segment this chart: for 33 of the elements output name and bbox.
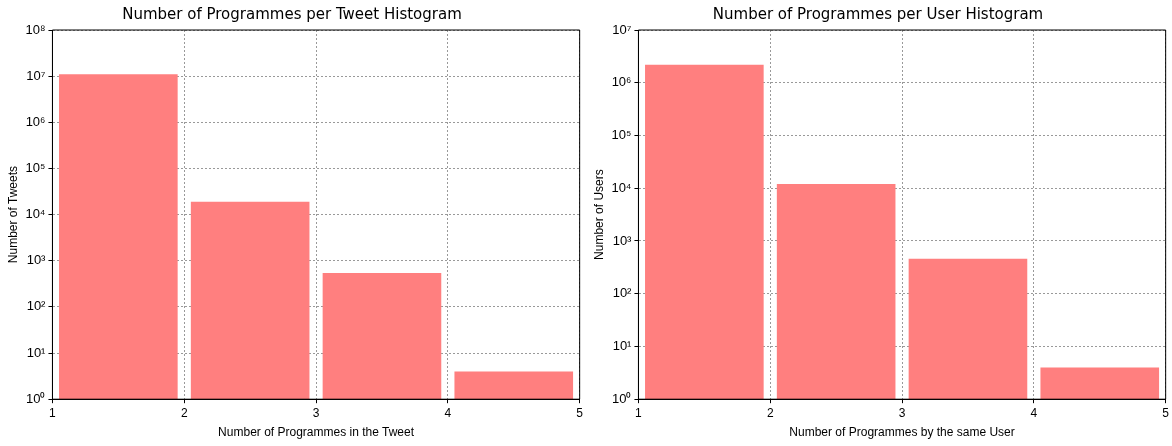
x-tick-label: 4 bbox=[444, 405, 452, 420]
y-tick-label: 10⁷ bbox=[612, 21, 632, 37]
y-tick-label: 10³ bbox=[26, 252, 47, 268]
y-axis-title: Number of Tweets bbox=[5, 166, 20, 264]
y-tick-label: 10² bbox=[612, 285, 633, 301]
x-tick-label: 3 bbox=[898, 405, 906, 420]
y-tick-label: 10⁰ bbox=[25, 390, 46, 406]
y-tick-label: 10¹ bbox=[26, 344, 47, 360]
chart-title: Number of Programmes per Tweet Histogram bbox=[122, 4, 462, 23]
x-tick-label: 1 bbox=[635, 405, 643, 420]
y-axis-title: Number of Users bbox=[591, 169, 606, 260]
x-tick-label: 5 bbox=[1162, 405, 1170, 420]
y-tick-label: 10⁰ bbox=[611, 390, 632, 406]
y-tick-label: 10⁷ bbox=[26, 67, 46, 83]
x-tick-label: 1 bbox=[49, 405, 57, 420]
y-tick-label: 10³ bbox=[612, 232, 633, 248]
y-tick-label: 10¹ bbox=[612, 338, 633, 354]
x-tick-label: 3 bbox=[312, 405, 320, 420]
chart-title: Number of Programmes per User Histogram bbox=[712, 4, 1044, 23]
y-tick-label: 10⁶ bbox=[25, 113, 46, 129]
y-tick-label: 10⁴ bbox=[611, 179, 632, 195]
y-tick-label: 10⁵ bbox=[611, 127, 632, 143]
y-tick-label: 10² bbox=[26, 298, 47, 314]
x-tick-label: 2 bbox=[180, 405, 188, 420]
y-tick-label: 10⁸ bbox=[25, 21, 46, 37]
y-tick-label: 10⁶ bbox=[611, 74, 632, 90]
x-tick-label: 4 bbox=[1030, 405, 1038, 420]
y-tick-label: 10⁴ bbox=[25, 206, 46, 222]
x-tick-label: 2 bbox=[766, 405, 774, 420]
y-tick-label: 10⁵ bbox=[25, 160, 46, 176]
x-axis-title: Number of Programmes in the Tweet bbox=[218, 425, 415, 440]
x-axis-title: Number of Programmes by the same User bbox=[789, 425, 1015, 440]
x-tick-label: 5 bbox=[576, 405, 584, 420]
